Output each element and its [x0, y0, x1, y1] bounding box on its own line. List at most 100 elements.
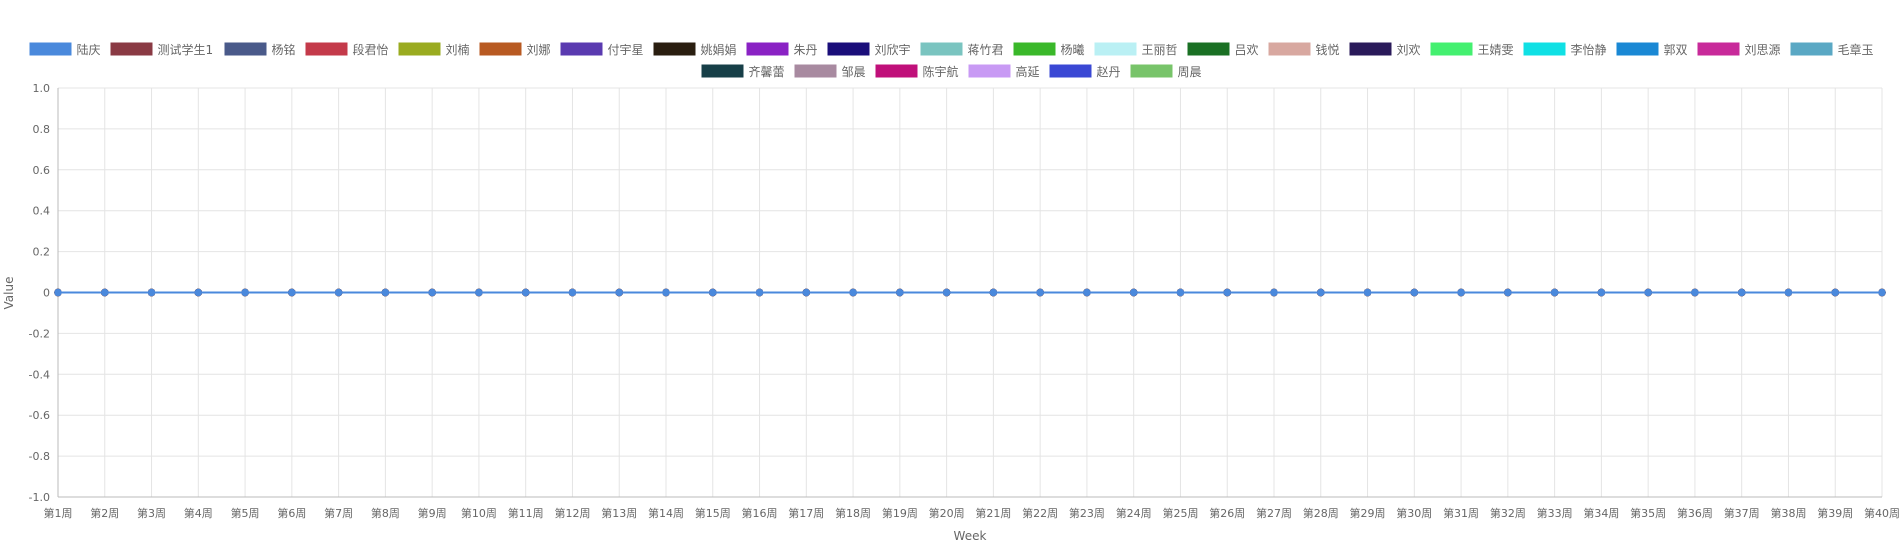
legend-item[interactable]: 刘思源: [1697, 42, 1781, 58]
y-axis: 1.0 0.8 0.6 0.4 0.2 0 -0.2 -0.4 -0.6 -0.8 -1.0: [29, 82, 59, 504]
data-point[interactable]: [1410, 288, 1419, 297]
legend-item[interactable]: 周晨: [1130, 64, 1202, 80]
legend-label: 朱丹: [793, 43, 817, 57]
legend-swatch: [875, 64, 918, 78]
data-point[interactable]: [1129, 288, 1138, 297]
x-tick-label: 第35周: [1630, 506, 1666, 520]
legend-label: 付宇星: [607, 43, 643, 57]
data-point[interactable]: [475, 288, 483, 297]
data-point[interactable]: [194, 288, 203, 297]
legend-item[interactable]: 齐馨蕾: [701, 64, 785, 79]
data-point[interactable]: [1784, 288, 1793, 297]
data-point[interactable]: [1504, 288, 1512, 297]
data-point[interactable]: [709, 288, 717, 297]
data-point[interactable]: [101, 288, 109, 297]
legend-item[interactable]: 邹晨: [794, 64, 866, 80]
legend-item[interactable]: 朱丹: [746, 42, 818, 58]
y-tick-label: 1.0: [33, 82, 51, 95]
data-point[interactable]: [662, 288, 670, 297]
data-point[interactable]: [147, 288, 156, 297]
legend-swatch: [1094, 42, 1137, 56]
legend-swatch: [1187, 42, 1230, 56]
legend-swatch: [1616, 42, 1659, 56]
legend-item[interactable]: 杨曦: [1013, 42, 1085, 57]
data-point[interactable]: [1223, 288, 1231, 297]
legend-item[interactable]: 姚娟娟: [653, 42, 737, 58]
x-tick-label: 第39周: [1817, 506, 1853, 520]
legend-item[interactable]: 杨铭: [224, 42, 296, 57]
data-point[interactable]: [381, 288, 390, 297]
x-tick-label: 第40周: [1864, 506, 1900, 520]
legend-label: 刘欣宇: [874, 43, 910, 57]
legend-item[interactable]: 陈宇航: [875, 64, 959, 79]
data-point[interactable]: [1457, 288, 1465, 297]
legend-swatch: [224, 42, 267, 56]
data-point[interactable]: [942, 288, 951, 297]
data-point[interactable]: [1036, 288, 1044, 297]
data-point[interactable]: [428, 288, 436, 297]
data-point[interactable]: [1550, 288, 1559, 297]
legend-item[interactable]: 钱悦: [1268, 42, 1340, 57]
y-tick-label: -0.2: [29, 327, 50, 340]
legend-item[interactable]: 测试学生1: [110, 42, 213, 57]
data-point[interactable]: [1597, 288, 1606, 297]
legend-swatch: [920, 42, 963, 56]
data-point[interactable]: [521, 288, 530, 297]
data-point[interactable]: [334, 288, 343, 297]
data-point[interactable]: [288, 288, 296, 297]
x-tick-label: 第4周: [184, 506, 213, 520]
data-point[interactable]: [989, 288, 998, 297]
data-point[interactable]: [1737, 288, 1746, 297]
data-point[interactable]: [1083, 288, 1091, 297]
y-tick-label: 0.8: [33, 123, 51, 136]
data-point[interactable]: [1270, 288, 1278, 297]
legend-item[interactable]: 高延: [968, 64, 1040, 79]
data-point[interactable]: [1831, 288, 1839, 297]
x-tick-label: 第31周: [1443, 506, 1479, 520]
legend-item[interactable]: 刘欣宇: [827, 42, 911, 58]
data-point[interactable]: [849, 288, 857, 297]
x-tick-label: 第30周: [1396, 506, 1432, 520]
legend-item[interactable]: 付宇星: [560, 42, 644, 58]
y-tick-label: 0.6: [33, 164, 51, 177]
legend-item[interactable]: 蒋竹君: [920, 42, 1004, 58]
x-tick-label: 第15周: [695, 506, 731, 520]
data-point[interactable]: [1363, 288, 1372, 297]
legend-item[interactable]: 刘欢: [1349, 42, 1421, 57]
x-tick-label: 第8周: [371, 506, 400, 520]
legend-label: 刘欢: [1397, 42, 1421, 57]
data-point[interactable]: [1691, 288, 1699, 297]
legend-item[interactable]: 刘楠: [398, 42, 470, 57]
data-point[interactable]: [1878, 288, 1886, 297]
data-point[interactable]: [54, 288, 62, 297]
legend-item[interactable]: 陆庆: [29, 42, 101, 57]
x-tick-label: 第20周: [929, 506, 965, 520]
data-point[interactable]: [615, 288, 623, 297]
legend-label: 毛章玉: [1838, 42, 1874, 57]
legend-item[interactable]: 王婧雯: [1430, 42, 1514, 57]
x-tick-label: 第6周: [277, 506, 306, 520]
legend-item[interactable]: 吕欢: [1187, 42, 1259, 57]
legend-label: 邹晨: [841, 65, 865, 79]
legend-item[interactable]: 赵丹: [1049, 64, 1121, 80]
data-point[interactable]: [1176, 288, 1185, 297]
legend-label: 齐馨蕾: [748, 64, 784, 79]
y-tick-label: 0.4: [33, 205, 51, 218]
x-tick-label: 第27周: [1256, 506, 1292, 520]
data-point[interactable]: [568, 288, 577, 297]
legend-item[interactable]: 刘娜: [479, 42, 551, 58]
x-tick-label: 第3周: [137, 506, 166, 520]
legend-item[interactable]: 郭双: [1616, 42, 1688, 58]
legend-item[interactable]: 段君怡: [305, 42, 389, 57]
legend-label: 钱悦: [1316, 42, 1340, 57]
data-point[interactable]: [1317, 288, 1325, 297]
legend-item[interactable]: 王丽哲: [1094, 42, 1178, 58]
legend-item[interactable]: 毛章玉: [1790, 42, 1874, 57]
data-point[interactable]: [802, 288, 811, 297]
data-point[interactable]: [1644, 288, 1652, 297]
data-point[interactable]: [241, 288, 249, 297]
data-point[interactable]: [896, 288, 904, 297]
x-tick-label: 第2周: [90, 506, 119, 520]
data-point[interactable]: [755, 288, 764, 297]
legend-item[interactable]: 李怡静: [1523, 42, 1607, 57]
